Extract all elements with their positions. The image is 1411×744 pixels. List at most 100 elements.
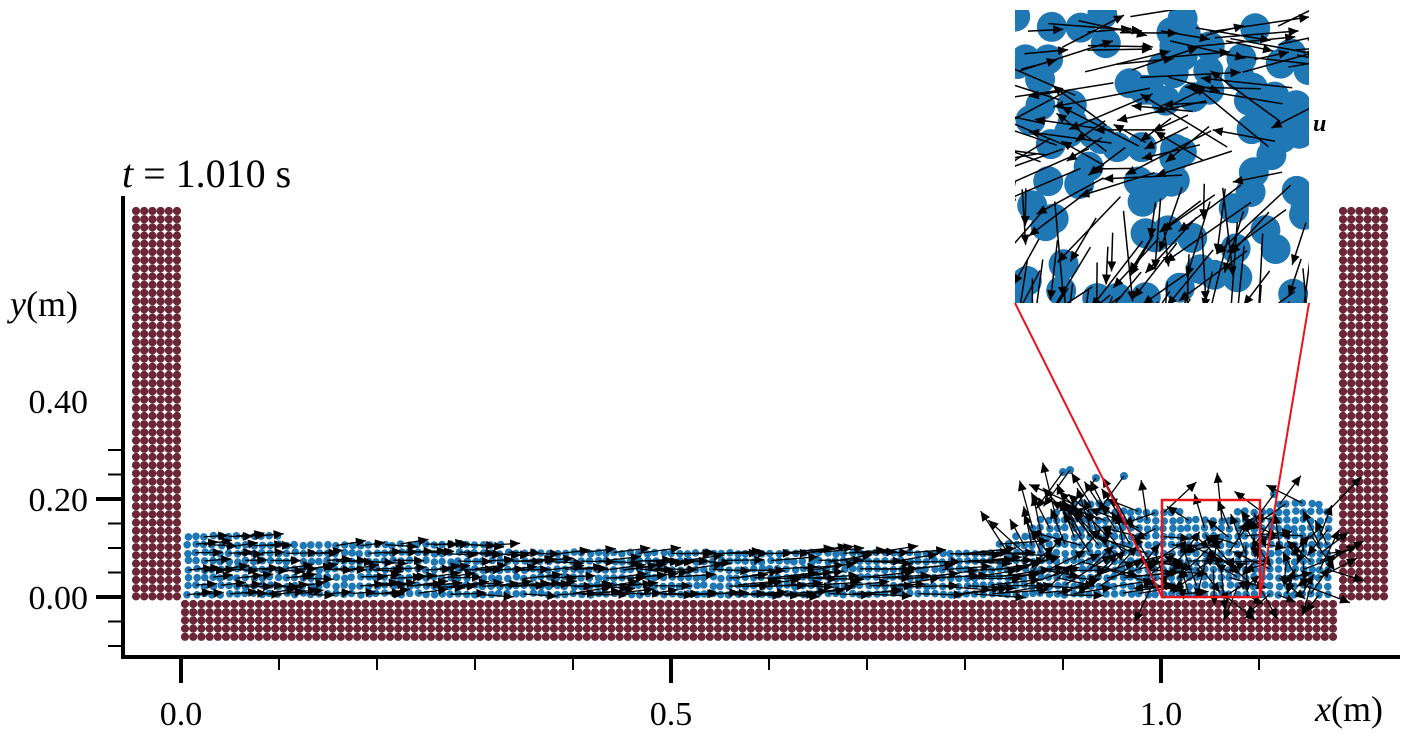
wall-particle [607, 616, 616, 625]
velocity-arrowhead [1279, 530, 1290, 540]
velocity-arrowhead [1291, 544, 1302, 556]
wall-particle [164, 272, 173, 281]
wall-particle [795, 608, 805, 617]
wall-particle [435, 608, 444, 617]
velocity-arrowhead [405, 578, 417, 588]
wall-particle [1328, 624, 1338, 633]
fluid-particle [717, 574, 725, 583]
wall-particle [131, 551, 141, 560]
wall-particle [148, 584, 157, 593]
velocity-arrowhead [547, 591, 558, 601]
fluid-particle [693, 581, 701, 590]
wall-particle [1347, 584, 1356, 593]
fluid-particle [356, 582, 364, 590]
wall-particle [959, 608, 969, 617]
wall-particle [1355, 379, 1364, 388]
wall-particle [656, 616, 665, 625]
velocity-vector [1214, 30, 1299, 39]
wall-particle [959, 616, 969, 625]
wall-particle [1347, 338, 1356, 347]
velocity-arrowhead [1031, 492, 1040, 504]
wall-particle [902, 624, 911, 633]
wall-particle [1371, 436, 1380, 445]
wall-particle [140, 362, 149, 371]
wall-particle [1033, 632, 1042, 641]
wall-particle [156, 215, 165, 224]
wall-particle [1082, 616, 1092, 625]
fluid-particle [1046, 525, 1054, 533]
velocity-arrowhead [540, 565, 551, 575]
wall-particle [1338, 444, 1348, 453]
velocity-arrowhead [618, 589, 629, 599]
fluid-particle [192, 532, 200, 541]
fluid-particle [462, 590, 471, 599]
wall-particle [148, 256, 157, 265]
velocity-arrowhead [1284, 33, 1296, 43]
wall-particle [615, 616, 624, 625]
fluid-particle [274, 573, 283, 582]
wall-particle [697, 624, 706, 633]
wall-particle [1338, 346, 1348, 355]
wall-particle [820, 632, 829, 641]
wall-particle [1328, 599, 1338, 609]
fluid-particle [1109, 582, 1118, 591]
velocity-arrowhead [1015, 197, 1017, 201]
velocity-arrowhead [1001, 180, 1012, 188]
wall-particle [1371, 215, 1380, 224]
wall-particle [836, 608, 846, 617]
velocity-arrowhead [1163, 55, 1174, 64]
velocity-vector [1302, 268, 1308, 303]
wall-particle [853, 616, 862, 625]
x-tick-label: 1.0 [1140, 696, 1183, 733]
wall-particle [140, 215, 149, 224]
wall-particle [140, 247, 149, 257]
velocity-vector [1285, 0, 1382, 8]
velocity-arrowhead [368, 561, 379, 571]
wall-particle [140, 592, 149, 601]
fluid-particle [1283, 516, 1291, 524]
velocity-arrowhead [257, 555, 268, 565]
wall-particle [1363, 313, 1372, 322]
wall-particle [648, 608, 657, 617]
wall-particle [1091, 616, 1100, 625]
wall-particle [697, 608, 706, 617]
wall-particle [943, 616, 952, 625]
wall-particle [918, 599, 928, 609]
wall-particle [1148, 624, 1157, 633]
velocity-arrowhead [1307, 51, 1309, 58]
wall-particle [1347, 321, 1356, 330]
wall-particle [968, 624, 977, 633]
velocity-arrowhead [1177, 568, 1188, 579]
wall-particle [861, 616, 870, 625]
velocity-arrowhead [713, 560, 724, 570]
fluid-particle [355, 549, 364, 558]
wall-particle [976, 624, 985, 633]
velocity-arrowhead [967, 181, 978, 190]
wall-particle [1156, 632, 1165, 641]
wall-particle [148, 223, 157, 232]
wall-particle [164, 313, 173, 322]
fluid-particle [1324, 533, 1332, 541]
fluid-particle [1053, 573, 1061, 582]
wall-particle [312, 599, 321, 609]
wall-particle [1025, 599, 1034, 609]
velocity-arrowhead [1109, 339, 1119, 349]
wall-particle [1347, 567, 1356, 576]
velocity-vector [1194, 85, 1270, 148]
velocity-arrowhead [1291, 253, 1300, 265]
wall-particle [1363, 370, 1372, 380]
velocity-arrowhead [1235, 562, 1247, 571]
wall-particle [131, 534, 141, 544]
wall-particle [1173, 599, 1182, 609]
velocity-vector [973, 101, 1012, 122]
wall-particle [1363, 247, 1372, 257]
wall-particle [131, 346, 141, 355]
wall-particle [172, 567, 182, 576]
wall-particle [140, 338, 149, 347]
wall-particle [1347, 403, 1356, 412]
velocity-arrowhead [1071, 473, 1081, 484]
wall-particle [1338, 329, 1348, 339]
y-tick-label: 0.20 [29, 482, 89, 519]
wall-particle [1181, 599, 1190, 609]
wall-particle [1148, 616, 1157, 625]
